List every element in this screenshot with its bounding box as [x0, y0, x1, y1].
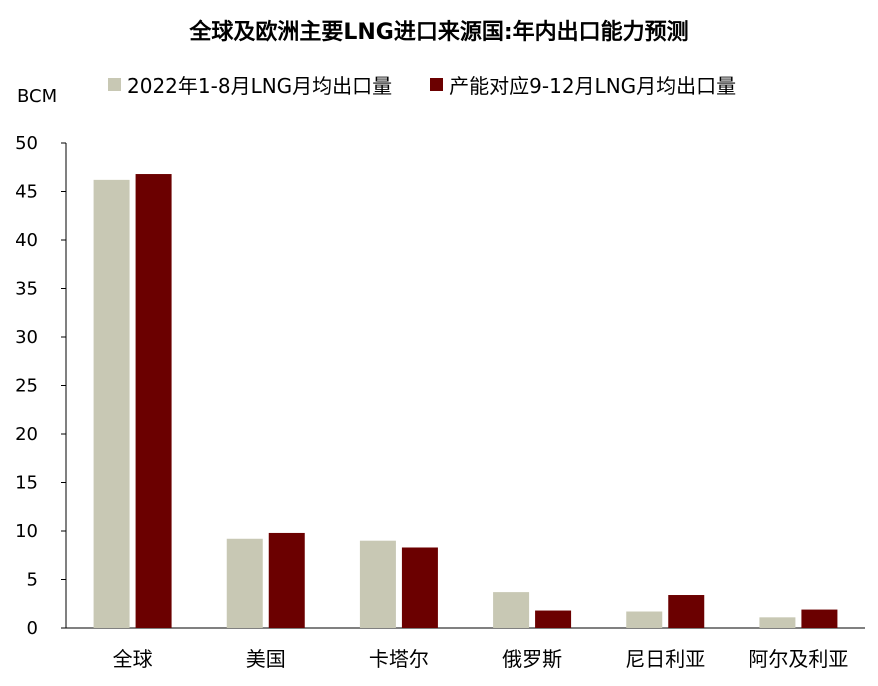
bar-series-2-2	[268, 532, 305, 628]
y-tick-label: 30	[15, 327, 38, 348]
bar-series-2-5	[668, 595, 705, 628]
y-tick-label: 20	[15, 424, 38, 445]
legend-item-series-2: 产能对应9-12月LNG月均出口量	[430, 70, 736, 99]
bar-series-1-6	[759, 617, 796, 628]
x-category-label: 尼日利亚	[625, 647, 705, 671]
x-category-label: 卡塔尔	[369, 647, 429, 671]
bar-series-1-1	[93, 179, 130, 629]
bar-series-2-4	[535, 610, 572, 628]
x-category-label: 阿尔及利亚	[748, 647, 848, 671]
bar-series-1-3	[359, 540, 396, 628]
y-tick-label: 35	[15, 279, 38, 300]
y-tick-label: 50	[15, 133, 38, 154]
bar-series-1-5	[626, 611, 663, 628]
bar-series-1-4	[493, 592, 530, 628]
y-tick-label: 0	[27, 618, 38, 639]
x-category-label: 俄罗斯	[502, 647, 562, 671]
x-category-label: 全球	[113, 647, 153, 671]
y-tick-label: 5	[27, 570, 38, 591]
y-tick-label: 10	[15, 521, 38, 542]
y-tick-label: 40	[15, 230, 38, 251]
legend-item-series-1: 2022年1-8月LNG月均出口量	[108, 70, 392, 99]
legend-label-series-2: 产能对应9-12月LNG月均出口量	[449, 74, 737, 98]
x-category-label: 美国	[246, 647, 286, 671]
y-tick-label: 25	[15, 376, 38, 397]
y-axis-unit-label: BCM	[17, 86, 58, 107]
bar-series-2-1	[135, 174, 172, 629]
bar-series-2-3	[401, 547, 438, 628]
chart-title: 全球及欧洲主要LNG进口来源国:年内出口能力预测	[189, 20, 689, 45]
y-tick-label: 45	[15, 182, 38, 203]
legend-label-series-1: 2022年1-8月LNG月均出口量	[127, 74, 393, 98]
bar-series-2-6	[801, 609, 838, 628]
bar-series-1-2	[226, 538, 263, 628]
legend-swatch-series-1	[108, 78, 121, 91]
y-tick-label: 15	[15, 473, 38, 494]
legend-swatch-series-2	[430, 78, 444, 91]
legend: 2022年1-8月LNG月均出口量 产能对应9-12月LNG月均出口量	[108, 70, 774, 99]
